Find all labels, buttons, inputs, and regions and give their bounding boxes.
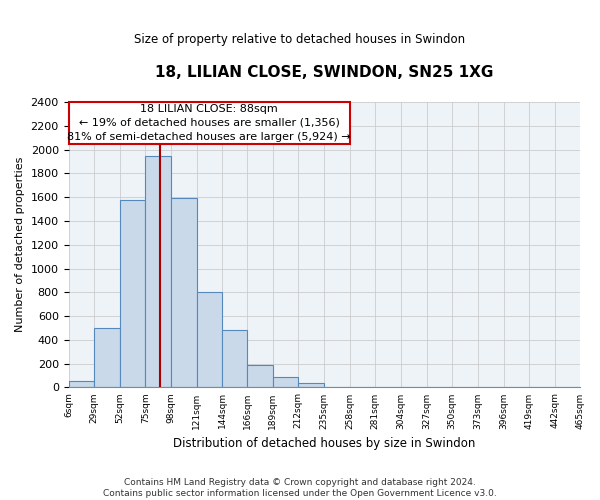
Bar	[94, 328, 120, 388]
FancyBboxPatch shape	[68, 102, 350, 144]
Text: Size of property relative to detached houses in Swindon: Size of property relative to detached ho…	[134, 32, 466, 46]
Bar	[272, 376, 298, 388]
Bar	[197, 292, 223, 388]
Bar	[120, 200, 145, 388]
Bar	[171, 198, 197, 388]
Bar	[223, 330, 247, 388]
Text: Contains HM Land Registry data © Crown copyright and database right 2024.
Contai: Contains HM Land Registry data © Crown c…	[103, 478, 497, 498]
X-axis label: Distribution of detached houses by size in Swindon: Distribution of detached houses by size …	[173, 437, 476, 450]
Bar	[145, 156, 171, 388]
Title: 18, LILIAN CLOSE, SWINDON, SN25 1XG: 18, LILIAN CLOSE, SWINDON, SN25 1XG	[155, 65, 494, 80]
Bar	[247, 365, 272, 388]
Bar	[68, 382, 94, 388]
Y-axis label: Number of detached properties: Number of detached properties	[15, 157, 25, 332]
Bar	[298, 384, 324, 388]
Text: 18 LILIAN CLOSE: 88sqm
← 19% of detached houses are smaller (1,356)
81% of semi-: 18 LILIAN CLOSE: 88sqm ← 19% of detached…	[67, 104, 351, 142]
